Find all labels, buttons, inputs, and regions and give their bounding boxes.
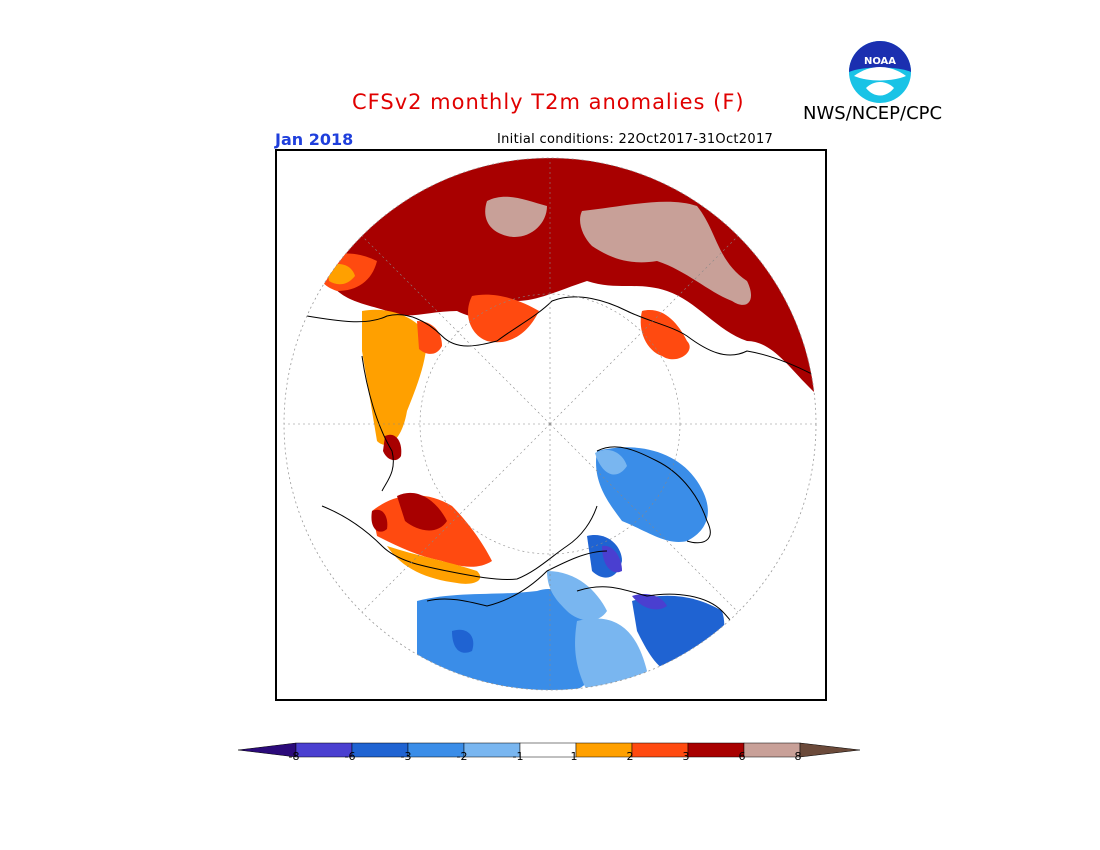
warm-3-greenland xyxy=(417,321,442,354)
map-frame xyxy=(275,149,827,701)
tan-anomaly-2 xyxy=(580,201,752,305)
organization-label: NWS/NCEP/CPC xyxy=(803,103,943,124)
colorbar-label: 3 xyxy=(682,750,690,763)
colorbar-label: 8 xyxy=(794,750,802,763)
polar-stereographic-map xyxy=(283,157,817,691)
target-month-label: Jan 2018 xyxy=(275,130,354,149)
tan-anomaly-1 xyxy=(485,196,547,237)
colorbar-label: 6 xyxy=(738,750,746,763)
warm-2-europe xyxy=(387,546,481,584)
graticule xyxy=(284,158,816,690)
colorbar-arrow-high xyxy=(799,742,861,758)
color-scale-bar xyxy=(238,742,861,758)
cold-6-asia xyxy=(632,594,667,610)
cold-2-pacific-north xyxy=(596,447,708,542)
warm-3-canada xyxy=(467,294,539,343)
warm-2-greenland xyxy=(362,309,427,445)
noaa-logo: NOAA xyxy=(849,41,911,103)
colorbar-label: 2 xyxy=(626,750,634,763)
warm-3-europe xyxy=(372,495,492,567)
colorbar-label: -3 xyxy=(400,750,412,763)
noaa-logo-text: NOAA xyxy=(864,56,896,67)
warm-6-europe xyxy=(397,492,447,531)
cold-2-russia xyxy=(417,589,599,690)
warm-6-labrador xyxy=(383,434,402,461)
cold-1-russia-edge xyxy=(547,571,607,621)
warm-6-europe-2 xyxy=(371,509,388,532)
cold-1-pacific-north xyxy=(595,449,627,475)
cold-1-siberia xyxy=(575,618,647,690)
cold-6-pacific-north xyxy=(602,545,622,573)
colorbar-label: 1 xyxy=(570,750,578,763)
cold-3-russia xyxy=(452,629,474,653)
colorbar-label: -6 xyxy=(344,750,356,763)
colorbar-label: -2 xyxy=(456,750,468,763)
color-scale-labels: -8 -6 -3 -2 -1 1 2 3 6 8 xyxy=(0,744,1100,764)
warm-3-alaska xyxy=(640,310,690,360)
colorbar-label: -8 xyxy=(288,750,300,763)
map-title: CFSv2 monthly T2m anomalies (F) xyxy=(352,90,745,114)
initial-conditions-label: Initial conditions: 22Oct2017-31Oct2017 xyxy=(497,132,774,147)
colorbar-label: -1 xyxy=(512,750,524,763)
